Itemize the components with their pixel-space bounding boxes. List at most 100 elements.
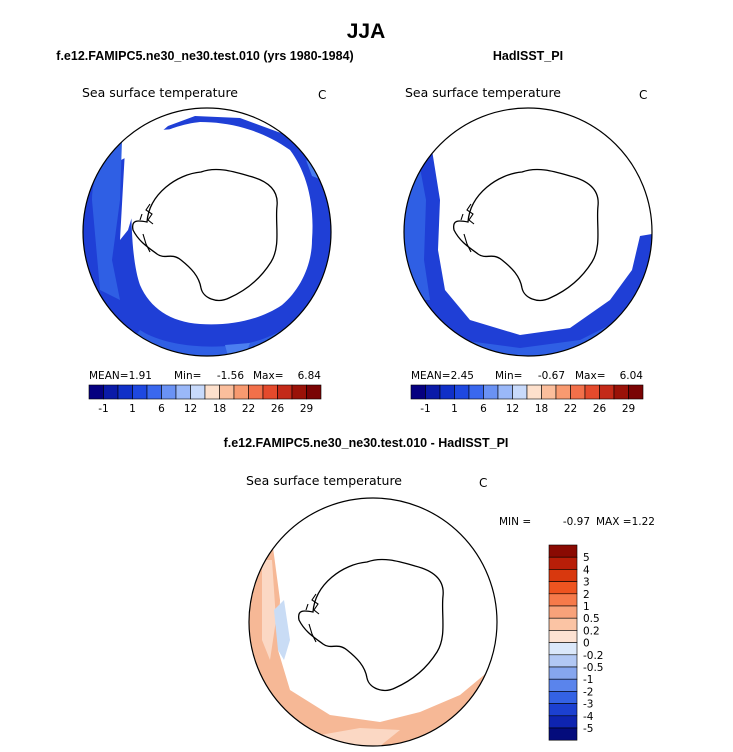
colorbar-swatch xyxy=(277,384,293,400)
colorbar-swatch xyxy=(233,384,249,400)
colorbar-tick-label: 0 xyxy=(583,638,590,650)
colorbar-swatch xyxy=(548,727,578,741)
colorbar-swatch xyxy=(548,691,578,704)
panel-model-min-label: Min= xyxy=(174,370,201,382)
panel-obs-sst-field xyxy=(404,108,652,356)
colorbar-swatch xyxy=(262,384,278,400)
colorbar-swatch xyxy=(570,384,586,400)
colorbar-tick-label: -5 xyxy=(583,723,593,735)
colorbar-swatch xyxy=(483,384,499,400)
colorbar-tick-label: -1 xyxy=(583,674,593,686)
colorbar-swatch xyxy=(548,569,578,582)
colorbar-swatch xyxy=(548,617,578,631)
colorbar-tick-label: 1 xyxy=(583,601,590,613)
panel-diff-title: f.e12.FAMIPC5.ne30_ne30.test.010 - HadIS… xyxy=(224,436,509,450)
colorbar-swatch xyxy=(248,384,264,400)
colorbar-swatch xyxy=(103,384,119,400)
panel-obs-units: C xyxy=(639,88,647,102)
colorbar-tick-label: 3 xyxy=(583,577,590,589)
panel-model-map-boundary xyxy=(82,107,332,357)
colorbar-swatch xyxy=(548,593,578,607)
colorbar-tick-label: 22 xyxy=(242,403,255,415)
colorbar-swatch xyxy=(497,384,513,400)
colorbar-swatch xyxy=(599,384,615,400)
panel-obs-colorbar: -1 1 6 12 18 22 26 29 xyxy=(410,384,644,415)
panel-diff-max-value: 1.22 xyxy=(632,516,655,528)
colorbar-swatch xyxy=(548,703,578,717)
colorbar-swatch xyxy=(548,654,578,668)
colorbar-tick-label: 1 xyxy=(451,403,458,415)
panel-diff-sst-field xyxy=(249,498,497,746)
colorbar-tick-label: 6 xyxy=(480,403,487,415)
panel-model-variable: Sea surface temperature xyxy=(82,85,238,100)
panel-diff: f.e12.FAMIPC5.ne30_ne30.test.010 - HadIS… xyxy=(224,436,655,747)
panel-diff-max-label: MAX = xyxy=(596,516,632,528)
colorbar-swatch xyxy=(548,556,578,570)
colorbar-swatch xyxy=(175,384,191,400)
panel-model-max-value: 6.84 xyxy=(298,370,322,382)
colorbar-swatch xyxy=(425,384,441,400)
colorbar-swatch xyxy=(548,630,578,643)
colorbar-tick-label: 26 xyxy=(271,403,285,415)
panel-model-units: C xyxy=(318,88,326,102)
panel-obs-map-boundary xyxy=(403,107,653,357)
colorbar-swatch xyxy=(555,384,571,400)
panel-obs: HadISST_PI Sea surface temperature C MEA… xyxy=(403,49,653,415)
colorbar-tick-label: 18 xyxy=(213,403,226,415)
colorbar-swatch xyxy=(526,384,542,400)
colorbar-tick-label: -3 xyxy=(583,699,593,711)
panel-model-max-label: Max= xyxy=(253,370,284,382)
panel-diff-map-boundary xyxy=(248,497,498,747)
panel-obs-variable: Sea surface temperature xyxy=(405,85,561,100)
panel-diff-units: C xyxy=(479,476,487,490)
colorbar-tick-label: 6 xyxy=(158,403,165,415)
colorbar-tick-label: 0.5 xyxy=(583,613,600,625)
panel-model-min-value: -1.56 xyxy=(217,370,244,382)
panel-obs-mean-value: 2.45 xyxy=(451,370,474,382)
colorbar-swatch xyxy=(219,384,235,400)
panel-model-stats: MEAN= 1.91 Min= -1.56 Max= 6.84 xyxy=(89,370,321,382)
colorbar-swatch xyxy=(512,384,528,400)
colorbar-swatch xyxy=(454,384,470,400)
panel-model-title: f.e12.FAMIPC5.ne30_ne30.test.010 (yrs 19… xyxy=(56,49,353,63)
colorbar-tick-label: 12 xyxy=(184,403,197,415)
panel-diff-min-value: -0.97 xyxy=(563,516,590,528)
colorbar-swatch xyxy=(548,544,578,558)
panel-obs-mean-label: MEAN= xyxy=(411,370,451,382)
colorbar-swatch xyxy=(548,678,578,692)
colorbar-tick-label: 22 xyxy=(564,403,577,415)
colorbar-tick-label: 29 xyxy=(300,403,313,415)
colorbar-tick-label: 0.2 xyxy=(583,625,600,637)
colorbar-swatch xyxy=(548,715,578,729)
colorbar-swatch xyxy=(468,384,484,400)
colorbar-swatch xyxy=(410,384,426,400)
panel-model-mean-value: 1.91 xyxy=(129,370,152,382)
panel-obs-max-label: Max= xyxy=(575,370,606,382)
panel-diff-min-label: MIN = xyxy=(499,516,531,528)
colorbar-swatch xyxy=(291,384,307,400)
colorbar-swatch xyxy=(132,384,148,400)
figure-title: JJA xyxy=(347,20,386,43)
colorbar-swatch xyxy=(88,384,104,400)
colorbar-swatch xyxy=(548,642,578,656)
panel-model-mean-label: MEAN= xyxy=(89,370,129,382)
colorbar-swatch xyxy=(117,384,133,400)
colorbar-tick-label: 29 xyxy=(622,403,635,415)
colorbar-tick-label: -4 xyxy=(583,711,594,723)
colorbar-tick-label: 18 xyxy=(535,403,548,415)
colorbar-tick-label: -2 xyxy=(583,686,593,698)
colorbar-swatch xyxy=(548,581,578,595)
colorbar-swatch xyxy=(584,384,600,400)
colorbar-tick-label: 1 xyxy=(129,403,136,415)
colorbar-tick-label: 12 xyxy=(506,403,519,415)
colorbar-tick-label: -1 xyxy=(98,403,108,415)
colorbar-swatch xyxy=(613,384,629,400)
colorbar-swatch xyxy=(161,384,177,400)
panel-model-colorbar: -1 1 6 12 18 22 26 29 xyxy=(88,384,322,415)
colorbar-swatch xyxy=(541,384,557,400)
panel-diff-variable: Sea surface temperature xyxy=(246,473,402,488)
colorbar-swatch xyxy=(628,384,644,400)
panel-obs-title: HadISST_PI xyxy=(493,49,563,63)
panel-obs-min-value: -0.67 xyxy=(538,370,565,382)
